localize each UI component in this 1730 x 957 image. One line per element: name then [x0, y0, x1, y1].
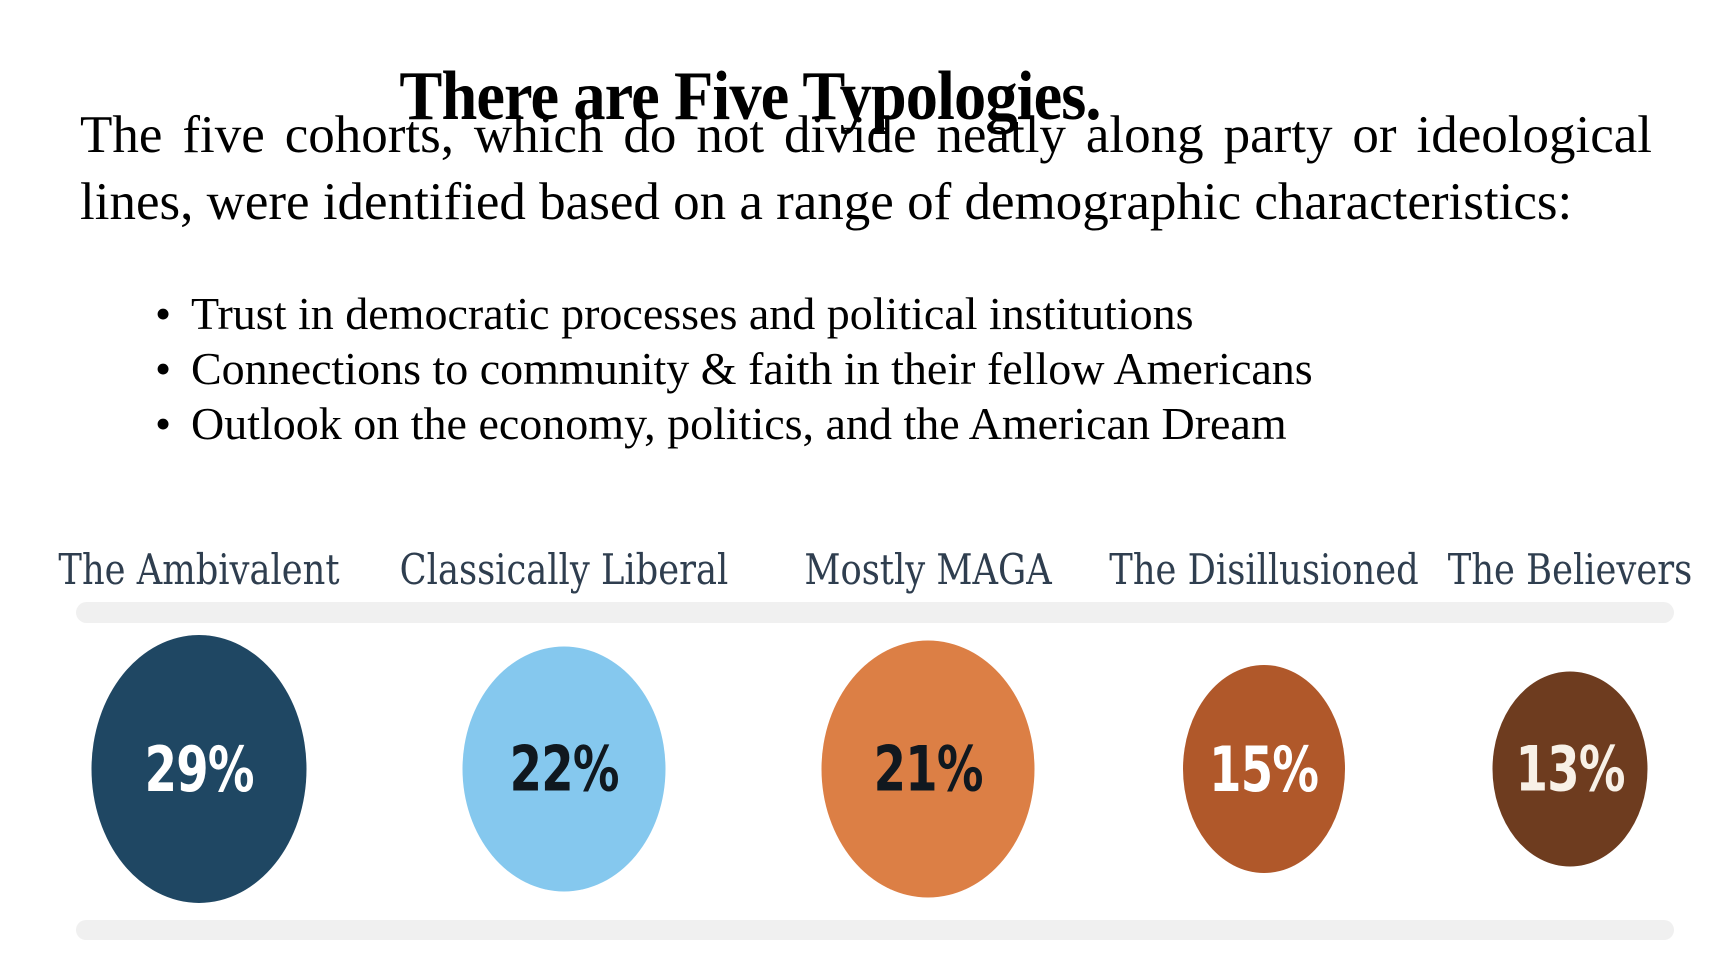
typology-label: The Believers [1447, 545, 1693, 594]
typology-label: The Ambivalent [58, 545, 340, 594]
bullet-item-outlook: Outlook on the economy, politics, and th… [155, 396, 1455, 451]
divider-bar-bottom [76, 920, 1674, 940]
typology-value: 13% [1515, 732, 1625, 806]
intro-line-1: The five cohorts, which do not divide ne… [80, 106, 1652, 164]
page-title: There are Five Typologies. [399, 57, 1101, 135]
divider-bar-top [76, 602, 1674, 623]
typology-bubble: 29% [91, 635, 307, 903]
typology-bubble: 15% [1183, 665, 1345, 873]
bullet-item-trust: Trust in democratic processes and politi… [155, 286, 1455, 341]
intro-line-2: lines, were identified based on a range … [80, 173, 1573, 231]
typology-label: The Disillusioned [1109, 545, 1419, 594]
typology-bubble: 13% [1492, 671, 1648, 867]
intro-paragraph: The five cohorts, which do not divide ne… [80, 102, 1652, 236]
typology-value: 29% [144, 732, 254, 806]
typology-label: Mostly MAGA [804, 545, 1052, 594]
typology-value: 22% [509, 732, 619, 806]
typology-label: Classically Liberal [399, 545, 729, 594]
typology-bubble: 22% [462, 646, 666, 892]
bullet-list: Trust in democratic processes and politi… [155, 286, 1455, 451]
typology-value: 21% [873, 732, 983, 806]
typology-value: 15% [1209, 732, 1319, 806]
bullet-item-connections: Connections to community & faith in thei… [155, 341, 1455, 396]
typology-bubble: 21% [821, 640, 1035, 898]
